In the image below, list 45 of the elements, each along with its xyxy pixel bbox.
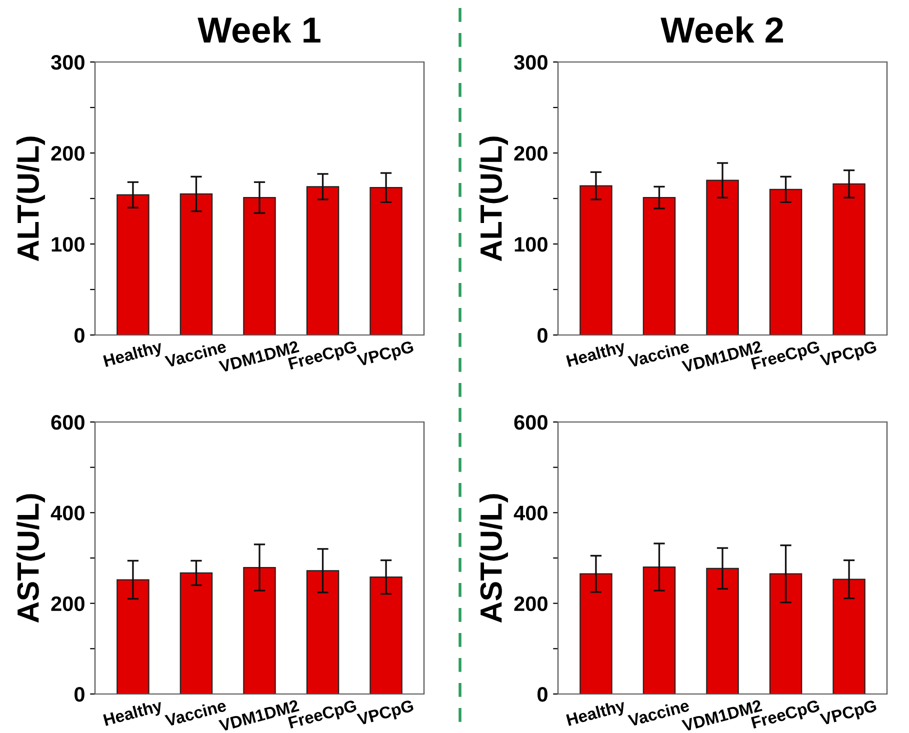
y-tick-label: 0 — [538, 687, 548, 702]
bar — [243, 566, 276, 694]
bar — [642, 566, 676, 694]
y-tick-label: 0 — [538, 328, 548, 343]
bar — [306, 570, 340, 694]
y-axis-title: AST(U/L) — [479, 494, 508, 623]
bar — [180, 572, 213, 694]
bar — [116, 194, 150, 335]
y-axis-title: ALT(U/L) — [16, 136, 45, 262]
bar — [769, 573, 802, 694]
y-tick-label: 400 — [50, 506, 84, 520]
y-tick-label: 200 — [514, 596, 548, 612]
y-tick-label: 200 — [514, 146, 548, 161]
x-tick-label: VPCpG — [356, 700, 415, 729]
bar — [180, 193, 213, 335]
x-tick-label: Healthy — [102, 698, 164, 730]
y-tick-label: 100 — [514, 237, 548, 252]
y-tick-label: 300 — [51, 55, 84, 70]
bar — [370, 576, 402, 694]
y-tick-label: 100 — [52, 237, 84, 252]
x-tick-label: VPCpG — [356, 340, 415, 370]
y-tick-label: 400 — [514, 506, 548, 520]
bar — [243, 197, 276, 335]
y-tick-label: 300 — [514, 55, 548, 70]
y-axis-title: AST(U/L) — [16, 494, 45, 623]
bar — [580, 573, 612, 694]
chart-title: Week 1 — [198, 16, 320, 43]
y-tick-label: 600 — [51, 415, 84, 430]
y-tick-label: 0 — [74, 687, 84, 702]
bar — [116, 579, 150, 694]
bar — [706, 568, 739, 694]
x-tick-label: VPCpG — [820, 700, 878, 729]
y-axis-title: ALT(U/L) — [479, 136, 508, 262]
x-tick-label: Healthy — [566, 340, 627, 370]
x-tick-label: VPCpG — [820, 340, 878, 370]
y-tick-label: 200 — [51, 596, 84, 612]
bar — [832, 578, 866, 694]
y-tick-label: 200 — [51, 146, 84, 161]
y-tick-label: 600 — [514, 415, 548, 430]
bar — [370, 187, 402, 335]
bar — [306, 186, 340, 335]
x-tick-label: Healthy — [566, 698, 627, 730]
y-tick-label: 0 — [74, 328, 84, 343]
x-tick-label: Healthy — [102, 340, 164, 370]
chart-title: Week 2 — [660, 16, 783, 43]
